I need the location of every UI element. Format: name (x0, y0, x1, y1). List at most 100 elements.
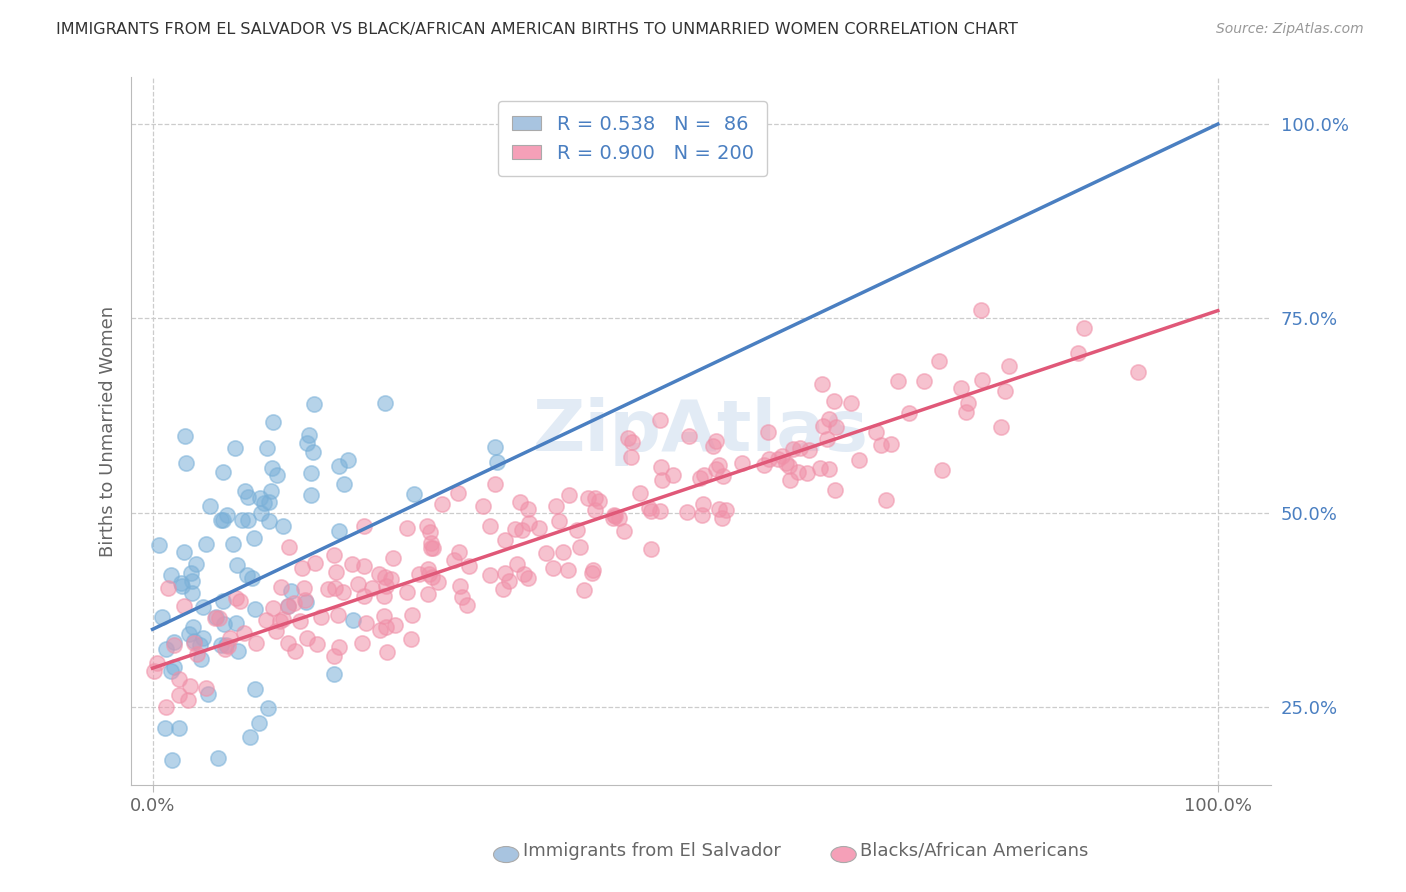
Point (517, 502, 540, 516)
Point (778, 459, 800, 474)
Point (298, 428, 321, 442)
Point (271, 612, 294, 626)
Point (517, 571, 540, 585)
Point (288, 614, 311, 628)
Point (180, 586, 202, 600)
Point (534, 546, 557, 560)
Point (787, 465, 810, 479)
Point (190, 652, 212, 666)
Point (373, 608, 395, 623)
Point (494, 533, 516, 547)
Point (640, 542, 662, 557)
Point (325, 565, 347, 579)
Point (617, 432, 640, 446)
Point (551, 545, 574, 559)
Point (222, 536, 245, 550)
Point (620, 450, 643, 464)
Point (180, 566, 202, 580)
Point (266, 467, 288, 482)
Point (226, 558, 249, 572)
Point (284, 644, 307, 658)
Point (277, 540, 299, 554)
Point (628, 485, 651, 500)
Point (304, 556, 326, 570)
Point (360, 582, 382, 596)
Point (503, 522, 526, 536)
Point (779, 473, 801, 487)
Point (541, 561, 564, 575)
Point (231, 513, 253, 527)
Point (277, 635, 299, 649)
Point (336, 452, 359, 467)
Point (758, 451, 780, 466)
Point (513, 567, 536, 582)
Point (640, 504, 662, 518)
Point (328, 458, 350, 473)
Point (395, 585, 418, 599)
Point (229, 593, 252, 607)
Point (602, 511, 624, 525)
Point (233, 626, 256, 640)
Point (225, 591, 247, 605)
Point (215, 508, 238, 522)
Point (707, 458, 730, 472)
Point (354, 615, 377, 630)
Point (155, 699, 177, 714)
Point (292, 581, 315, 595)
Point (374, 570, 396, 584)
Point (224, 442, 246, 456)
Point (689, 471, 711, 485)
Text: Blacks/African Americans: Blacks/African Americans (860, 842, 1088, 860)
Point (637, 500, 659, 515)
Text: ZipAtlas: ZipAtlas (533, 397, 869, 466)
Point (260, 484, 283, 499)
Point (651, 473, 673, 487)
Point (443, 553, 465, 567)
Point (416, 519, 439, 533)
Point (191, 631, 214, 645)
Point (912, 374, 935, 388)
Point (328, 524, 350, 538)
Point (205, 610, 228, 624)
Point (197, 687, 219, 701)
Point (295, 595, 318, 609)
Point (422, 541, 444, 556)
Point (209, 513, 232, 527)
Point (262, 415, 284, 429)
Point (215, 639, 238, 653)
Point (323, 666, 346, 681)
Point (399, 632, 422, 646)
Point (1067, 345, 1090, 359)
Point (309, 610, 332, 624)
Point (245, 602, 267, 616)
Point (994, 384, 1017, 399)
Point (581, 563, 603, 577)
Point (307, 637, 329, 651)
Point (167, 672, 190, 686)
Point (494, 566, 516, 580)
Point (650, 413, 672, 427)
Point (204, 610, 226, 624)
Point (609, 510, 631, 524)
Point (970, 302, 993, 317)
Point (572, 583, 595, 598)
Point (420, 570, 443, 584)
Point (186, 647, 208, 661)
Point (162, 635, 184, 649)
Point (789, 441, 811, 455)
Point (484, 440, 506, 454)
Point (408, 566, 430, 581)
Point (181, 574, 204, 588)
Point (302, 445, 325, 459)
Point (179, 679, 201, 693)
Point (752, 458, 775, 472)
Point (714, 503, 737, 517)
Point (283, 596, 305, 610)
Point (498, 574, 520, 588)
Point (799, 442, 821, 457)
Point (880, 437, 903, 451)
Point (517, 516, 540, 530)
Point (588, 494, 610, 508)
Point (235, 567, 257, 582)
Point (347, 576, 370, 591)
